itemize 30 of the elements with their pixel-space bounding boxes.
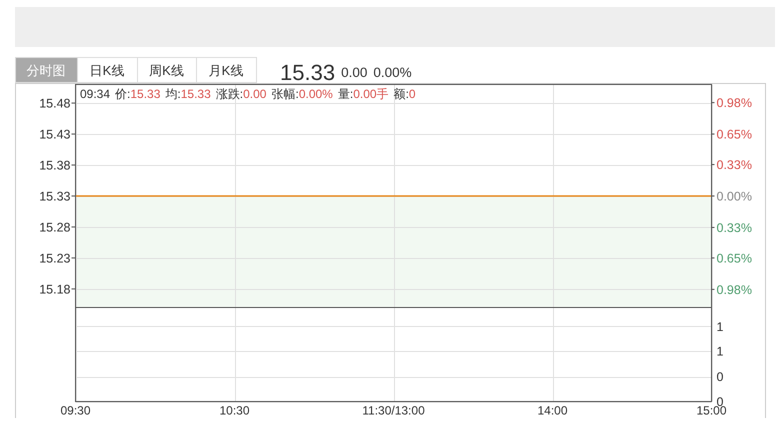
text: 均:15.33 (165, 87, 211, 101)
text: 额:0 (394, 87, 416, 101)
y-tick-label: 1 (716, 320, 724, 334)
y-tick-label: 15.33 (39, 190, 71, 204)
text: 涨跌:0.00 (216, 87, 266, 101)
tabs: 分时图 日K线 周K线 月K线 (15, 57, 257, 83)
text: 09:34 (80, 87, 110, 101)
y2-tick-label: 0.65% (716, 251, 752, 266)
y2-tick-label: 0.33% (716, 220, 752, 235)
y-tick-label: 15.48 (39, 96, 71, 111)
y-tick-label: 1 (716, 344, 724, 359)
y-tick-label: 15.18 (39, 282, 71, 296)
y-tick-label: 0 (716, 370, 724, 384)
y2-tick-label: 0.00% (716, 190, 752, 204)
x-tick-label: 09:30 (60, 404, 91, 418)
y2-tick-label: 0.65% (716, 128, 752, 142)
x-tick-label: 11:30/13:00 (362, 404, 426, 418)
y-tick-label: 15.23 (39, 251, 71, 266)
text: 价:15.33 (115, 87, 160, 101)
y-tick-label: 15.43 (39, 128, 71, 142)
quote: 15.33 0.00 0.00% (280, 60, 412, 85)
text: 量:0.00手 (338, 87, 389, 101)
y-tick-label: 15.28 (39, 220, 71, 234)
y2-tick-label: 0.98% (716, 96, 752, 110)
x-tick-label: 14:00 (537, 404, 568, 418)
text: 张幅:0.00% (271, 87, 333, 101)
y-tick-label: 15.38 (39, 158, 71, 173)
y2-tick-label: 0.33% (716, 158, 752, 172)
x-tick-label: 10:30 (219, 404, 250, 418)
y2-tick-label: 0.98% (716, 282, 752, 297)
